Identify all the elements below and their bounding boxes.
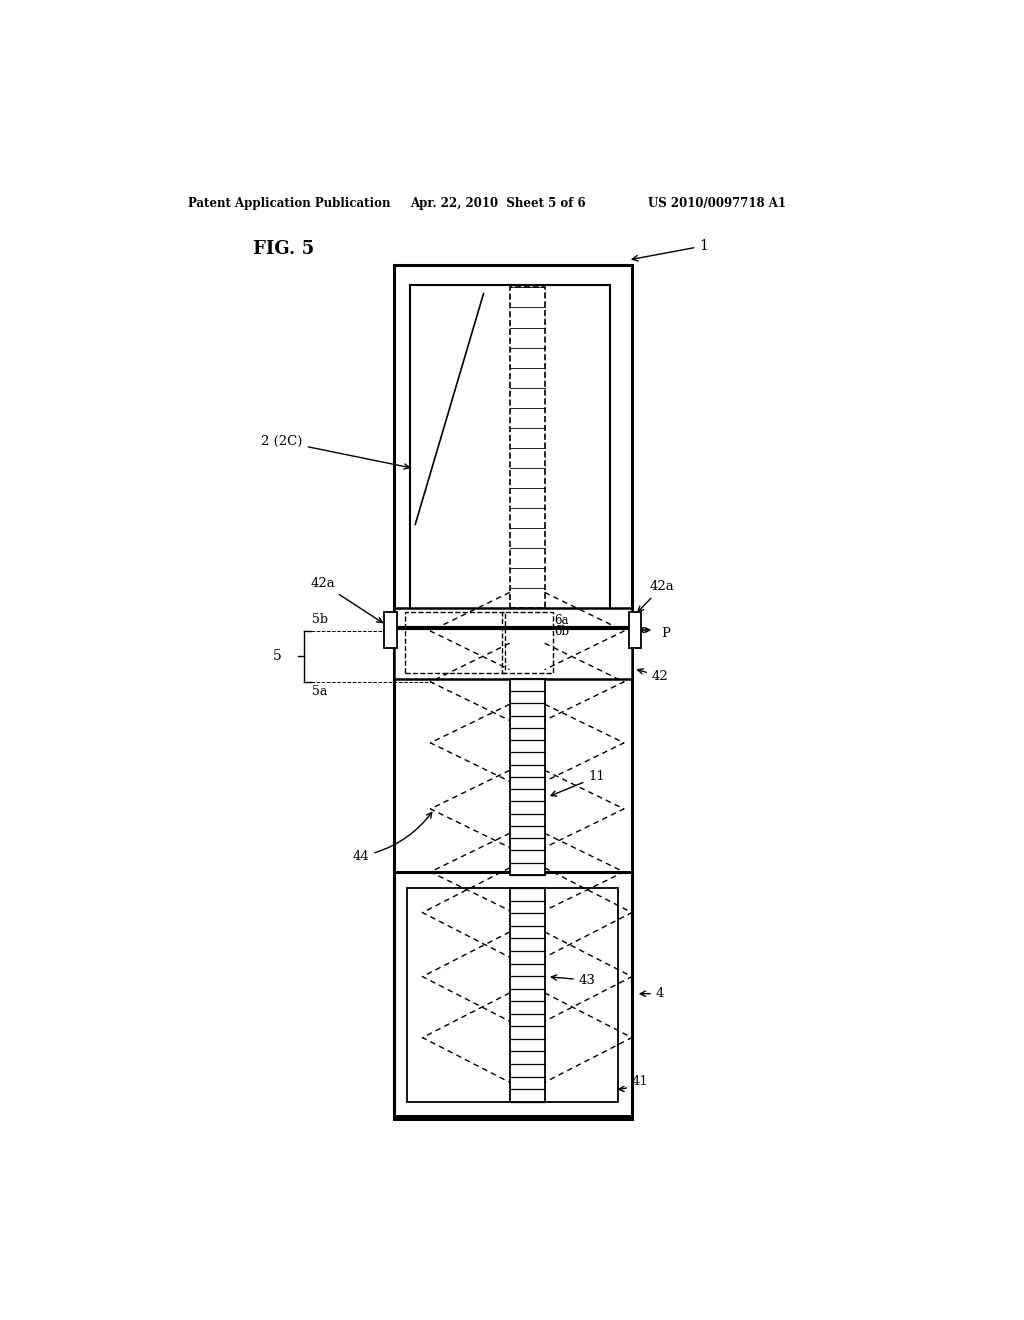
Bar [408, 888, 618, 1102]
Bar [510, 888, 545, 1102]
Bar [394, 265, 632, 1119]
Bar [629, 611, 641, 648]
Text: 41: 41 [618, 1076, 648, 1092]
Bar [410, 285, 609, 611]
Text: 42a: 42a [310, 577, 382, 623]
Text: FIG. 5: FIG. 5 [253, 240, 314, 257]
Text: 5a: 5a [312, 685, 328, 698]
Bar [384, 611, 397, 648]
Bar [510, 678, 545, 875]
Text: US 2010/0097718 A1: US 2010/0097718 A1 [648, 197, 785, 210]
Text: 44: 44 [352, 812, 432, 863]
Bar [394, 873, 632, 1115]
Text: 42a: 42a [638, 581, 674, 611]
Bar [510, 678, 545, 875]
Text: 43: 43 [551, 974, 596, 987]
Bar [404, 611, 505, 673]
Bar [394, 607, 632, 678]
Bar [502, 611, 553, 673]
Text: Patent Application Publication: Patent Application Publication [187, 197, 390, 210]
Text: 11: 11 [551, 771, 605, 796]
Text: 4: 4 [640, 987, 665, 1001]
Text: 5b: 5b [312, 612, 328, 626]
Text: 1: 1 [632, 239, 709, 261]
Bar [510, 888, 545, 1102]
Text: 5: 5 [273, 649, 282, 664]
Text: 6a: 6a [554, 614, 568, 627]
Bar [510, 288, 545, 607]
Text: Apr. 22, 2010  Sheet 5 of 6: Apr. 22, 2010 Sheet 5 of 6 [410, 197, 586, 210]
Text: P: P [662, 627, 671, 640]
Text: 2 (2C): 2 (2C) [261, 436, 410, 469]
Text: 6b: 6b [554, 624, 569, 638]
Text: 42: 42 [638, 669, 669, 682]
